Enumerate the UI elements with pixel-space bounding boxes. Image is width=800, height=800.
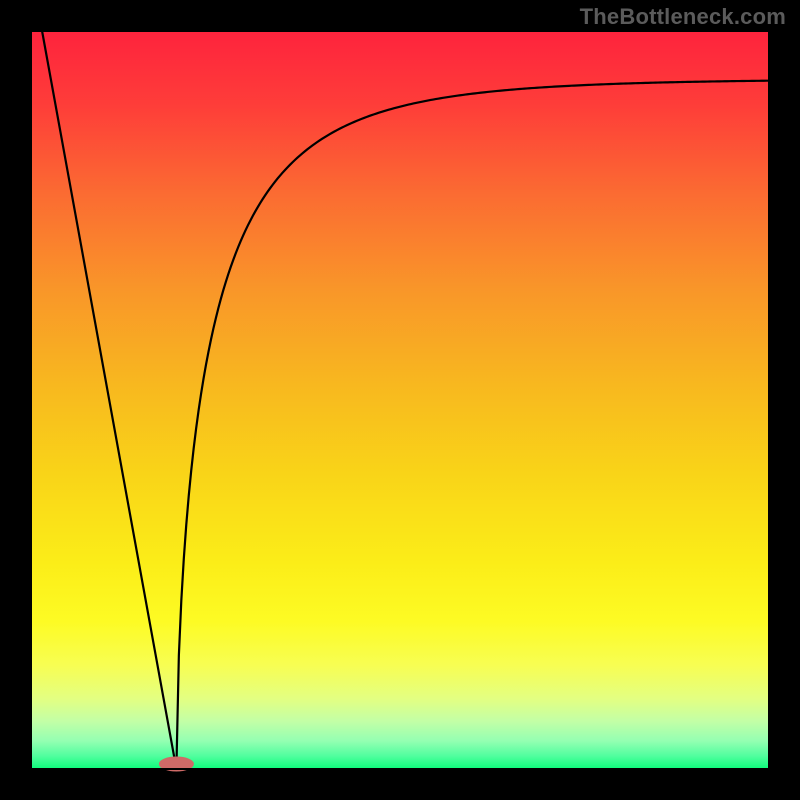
bottleneck-chart [0,0,800,800]
watermark-text: TheBottleneck.com [580,4,786,30]
chart-container: { "watermark": { "text": "TheBottleneck.… [0,0,800,800]
chart-plot-background [31,31,769,769]
